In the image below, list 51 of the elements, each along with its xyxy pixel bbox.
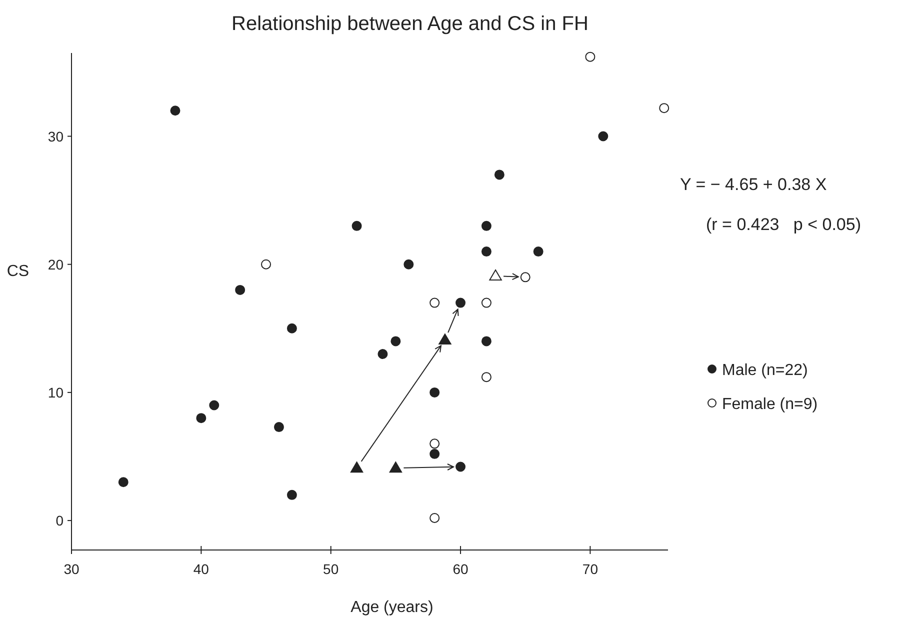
point [430, 298, 440, 308]
point [430, 512, 440, 523]
legend-label: Female (n=9) [722, 396, 818, 413]
chart-title: Relationship between Age and CS in FH [232, 13, 588, 35]
point [390, 336, 401, 346]
point [481, 220, 492, 231]
x-tick-label: 60 [452, 561, 469, 577]
point [456, 298, 466, 308]
point [481, 336, 492, 346]
point [196, 413, 206, 424]
text: Y = − 4.65 + 0.38 X [680, 175, 827, 194]
point [481, 372, 492, 382]
y-tick-label: 30 [48, 128, 64, 144]
point [170, 106, 180, 116]
point [209, 400, 220, 410]
x-axis-title: Age (years) [350, 599, 434, 616]
point [430, 387, 440, 398]
point [261, 259, 272, 270]
point [286, 323, 297, 334]
point [494, 170, 504, 180]
legend-label: Male (n=22) [722, 362, 808, 379]
y-tick-label: 10 [48, 384, 64, 400]
x-tick-label: 40 [193, 561, 210, 577]
point [520, 272, 530, 282]
point [659, 103, 670, 114]
point [533, 246, 544, 257]
point [352, 220, 362, 231]
y-axis-title: CS [6, 263, 30, 280]
point [598, 131, 608, 142]
point [489, 270, 502, 280]
x-tick-label: 70 [582, 561, 598, 577]
y-tick-label: 0 [56, 512, 64, 529]
point [350, 462, 364, 473]
y-tick-label: 20 [48, 256, 64, 272]
x-tick-label: 30 [64, 561, 80, 577]
point [456, 462, 466, 472]
point [481, 246, 492, 257]
point [430, 448, 440, 459]
point [378, 349, 388, 360]
point [585, 52, 596, 62]
point [430, 438, 440, 449]
text: (r = 0.423 p < 0.05) [706, 215, 861, 234]
point [286, 490, 297, 500]
point [274, 422, 284, 432]
point [389, 462, 402, 473]
point [438, 334, 452, 345]
x-tick-label: 50 [323, 561, 339, 577]
point [404, 259, 414, 270]
point [481, 298, 492, 308]
point [235, 284, 246, 295]
point [118, 477, 128, 488]
